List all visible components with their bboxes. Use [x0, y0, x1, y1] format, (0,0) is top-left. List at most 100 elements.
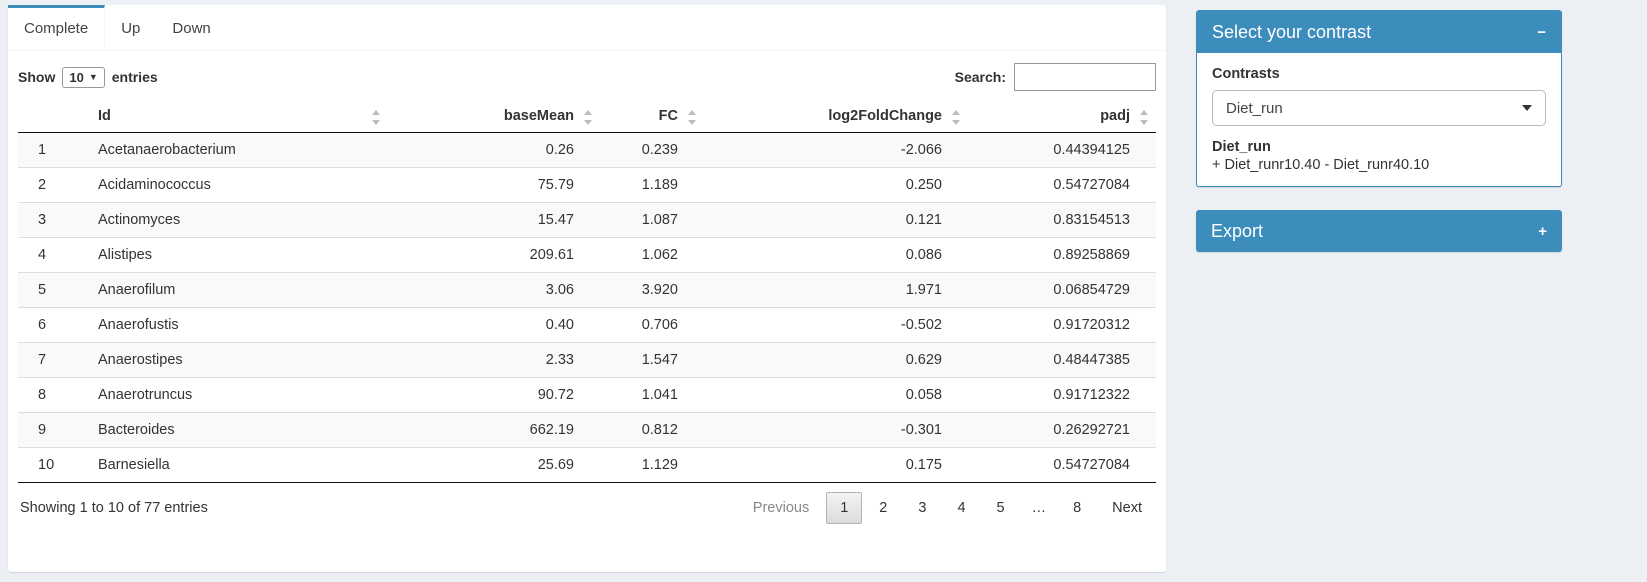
contrasts-label: Contrasts	[1212, 66, 1280, 82]
table-row[interactable]: 6 Anaerofustis 0.40 0.706 -0.502 0.91720312	[18, 307, 1156, 343]
search-control: Search:	[955, 63, 1156, 91]
page-length-control: Show 10 ▼ entries	[18, 66, 158, 88]
cell-id: Actinomyces	[88, 202, 388, 238]
search-input[interactable]	[1014, 63, 1156, 91]
cell-id: Anaerostipes	[88, 342, 388, 378]
tab-bar: Complete Up Down	[8, 5, 1166, 51]
table-controls: Show 10 ▼ entries Search:	[18, 63, 1156, 91]
header-fc[interactable]: FC	[600, 101, 704, 133]
tab-content: Show 10 ▼ entries Search:	[8, 51, 1166, 534]
cell-rownum: 2	[18, 167, 88, 203]
header-log2foldchange-label: log2FoldChange	[828, 108, 942, 124]
cell-log2foldchange: 0.175	[704, 447, 968, 483]
contrast-panel: Select your contrast − Contrasts Diet_ru…	[1196, 10, 1562, 187]
page-button-2[interactable]: 2	[879, 500, 888, 516]
contrast-select-value: Diet_run	[1226, 99, 1283, 117]
cell-padj: 0.06854729	[968, 272, 1156, 308]
cell-id: Barnesiella	[88, 447, 388, 483]
cell-basemean: 25.69	[388, 447, 600, 483]
table-body: 1 Acetanaerobacterium 0.26 0.239 -2.066 0.443…	[18, 132, 1156, 483]
table-row[interactable]: 3 Actinomyces 15.47 1.087 0.121 0.83154513	[18, 202, 1156, 238]
cell-rownum: 5	[18, 272, 88, 308]
contrast-select[interactable]: Diet_run	[1212, 90, 1546, 126]
page-button-5[interactable]: 5	[996, 500, 1005, 516]
cell-id: Acidaminococcus	[88, 167, 388, 203]
page-button-previous[interactable]: Previous	[752, 500, 810, 516]
cell-fc: 1.062	[600, 237, 704, 273]
table-row[interactable]: 1 Acetanaerobacterium 0.26 0.239 -2.066 0.443…	[18, 132, 1156, 168]
cell-fc: 1.129	[600, 447, 704, 483]
cell-basemean: 2.33	[388, 342, 600, 378]
export-panel: Export +	[1196, 210, 1562, 252]
table-row[interactable]: 9 Bacteroides 662.19 0.812 -0.301 0.26292721	[18, 412, 1156, 448]
page-button-8[interactable]: 8	[1073, 500, 1082, 516]
header-basemean[interactable]: baseMean	[388, 101, 600, 133]
cell-basemean: 0.26	[388, 132, 600, 168]
show-label: Show	[18, 69, 56, 85]
table-info: Showing 1 to 10 of 77 entries	[20, 500, 208, 516]
chevron-down-icon: ▼	[88, 71, 98, 82]
sort-both-icon	[584, 109, 593, 126]
sort-both-icon	[372, 109, 381, 126]
cell-id: Bacteroides	[88, 412, 388, 448]
cell-id: Anaerofustis	[88, 307, 388, 343]
cell-fc: 1.189	[600, 167, 704, 203]
contrast-formula: + Diet_runr10.40 - Diet_runr40.10	[1212, 157, 1430, 173]
page-button-3[interactable]: 3	[918, 500, 927, 516]
cell-rownum: 3	[18, 202, 88, 238]
cell-id: Anaerofilum	[88, 272, 388, 308]
table-row[interactable]: 4 Alistipes 209.61 1.062 0.086 0.89258869	[18, 237, 1156, 273]
cell-fc: 0.706	[600, 307, 704, 343]
page-length-value: 10	[69, 69, 84, 85]
expand-plus-icon[interactable]: +	[1538, 222, 1547, 240]
page-button-1[interactable]: 1	[826, 492, 863, 524]
cell-padj: 0.54727084	[968, 447, 1156, 483]
header-id[interactable]: Id	[88, 101, 388, 133]
cell-rownum: 8	[18, 377, 88, 413]
cell-basemean: 3.06	[388, 272, 600, 308]
contrast-name: Diet_run	[1212, 139, 1271, 155]
cell-padj: 0.83154513	[968, 202, 1156, 238]
cell-basemean: 0.40	[388, 307, 600, 343]
cell-fc: 3.920	[600, 272, 704, 308]
sidebar: Select your contrast − Contrasts Diet_ru…	[1196, 10, 1562, 252]
cell-log2foldchange: 0.121	[704, 202, 968, 238]
cell-padj: 0.48447385	[968, 342, 1156, 378]
table-row[interactable]: 2 Acidaminococcus 75.79 1.189 0.250 0.5472708…	[18, 167, 1156, 203]
page-button-next[interactable]: Next	[1112, 500, 1142, 516]
cell-padj: 0.91712322	[968, 377, 1156, 413]
header-id-label: Id	[98, 108, 111, 124]
cell-id: Acetanaerobacterium	[88, 132, 388, 168]
collapse-minus-icon[interactable]: −	[1537, 23, 1546, 41]
cell-padj: 0.54727084	[968, 167, 1156, 203]
sort-both-icon	[688, 109, 697, 126]
header-log2foldchange[interactable]: log2FoldChange	[704, 101, 968, 133]
cell-padj: 0.89258869	[968, 237, 1156, 273]
page-length-select[interactable]: 10 ▼	[62, 66, 105, 88]
table-row[interactable]: 10 Barnesiella 25.69 1.129 0.175 0.54727084	[18, 447, 1156, 483]
table-row[interactable]: 8 Anaerotruncus 90.72 1.041 0.058 0.91712322	[18, 377, 1156, 413]
tab-complete[interactable]: Complete	[8, 5, 106, 50]
cell-id: Alistipes	[88, 237, 388, 273]
page-button-4[interactable]: 4	[957, 500, 966, 516]
table-row[interactable]: 7 Anaerostipes 2.33 1.547 0.629 0.48447385	[18, 342, 1156, 378]
cell-basemean: 90.72	[388, 377, 600, 413]
cell-fc: 0.812	[600, 412, 704, 448]
header-rownum	[18, 101, 88, 133]
cell-log2foldchange: -0.502	[704, 307, 968, 343]
header-padj[interactable]: padj	[968, 101, 1156, 133]
header-padj-label: padj	[1100, 108, 1130, 124]
sort-both-icon	[952, 109, 961, 126]
tab-down[interactable]: Down	[172, 20, 211, 37]
page-ellipsis: …	[1031, 500, 1047, 516]
tab-up[interactable]: Up	[121, 20, 141, 37]
cell-rownum: 7	[18, 342, 88, 378]
cell-fc: 1.087	[600, 202, 704, 238]
cell-basemean: 662.19	[388, 412, 600, 448]
cell-log2foldchange: 0.250	[704, 167, 968, 203]
cell-rownum: 9	[18, 412, 88, 448]
table-row[interactable]: 5 Anaerofilum 3.06 3.920 1.971 0.06854729	[18, 272, 1156, 308]
export-panel-header: Export +	[1196, 210, 1562, 252]
cell-log2foldchange: 0.058	[704, 377, 968, 413]
contrast-panel-body: Contrasts Diet_run Diet_run + Diet_runr1…	[1197, 53, 1561, 186]
